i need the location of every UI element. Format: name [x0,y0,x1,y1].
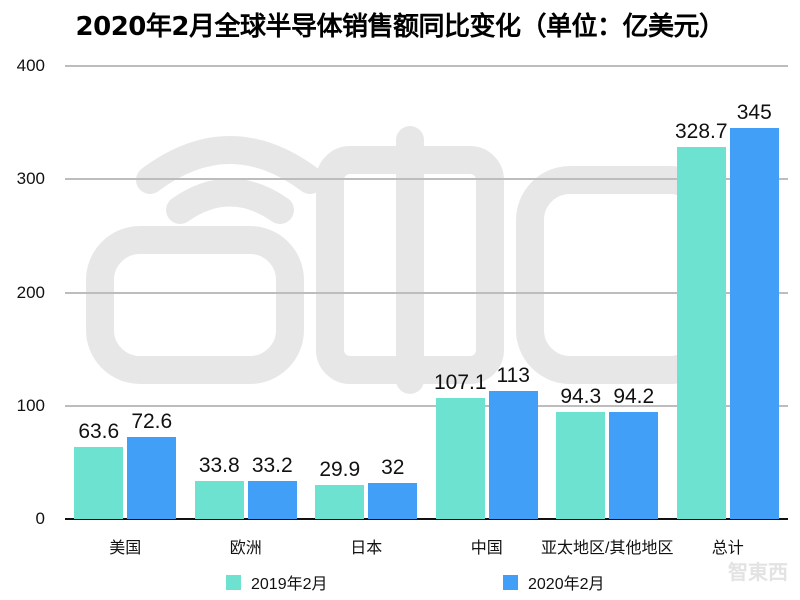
legend-item-2019[interactable]: 2019年2月 [226,570,328,594]
bar-2020[interactable] [368,482,418,519]
x-axis-line [65,518,788,520]
bar-2020[interactable] [729,128,779,519]
value-label: 113 [496,364,530,388]
value-label: 32 [381,455,405,479]
x-category-label: 美国 [109,540,142,557]
value-label: 107.1 [433,370,487,394]
x-category-label: 亚太地区/其他地区 [541,540,674,557]
x-category-label: 总计 [711,540,744,557]
bar-2019[interactable] [435,397,485,519]
value-label: 72.6 [131,409,173,433]
bar-2020[interactable] [247,481,297,519]
value-label: 33.8 [198,453,240,477]
value-label: 94.2 [613,385,655,409]
value-label: 63.6 [78,419,120,443]
legend-swatch-2020 [503,574,518,590]
y-tick-label: 400 [16,56,45,75]
bar-2019[interactable] [676,146,726,519]
gridline [65,291,788,294]
bar-2019[interactable] [74,446,124,519]
bar-2019[interactable] [194,480,244,519]
chart-title: 2020年2月全球半导体销售额同比变化（单位：亿美元） [75,12,725,42]
x-category-label: 中国 [470,540,503,557]
legend-label-2019: 2019年2月 [251,576,328,593]
value-label: 328.7 [674,119,728,143]
legend-label-2020: 2020年2月 [528,576,605,593]
legend-item-2020[interactable]: 2020年2月 [503,570,605,594]
value-label: 94.3 [560,385,602,409]
gridline [65,178,788,181]
y-tick-label: 200 [16,282,45,302]
value-label: 29.9 [319,458,361,482]
value-label: 345 [736,101,772,125]
y-tick-label: 300 [16,169,45,189]
bar-2020[interactable] [609,412,659,519]
plot-area: 63.6 72.6 33.8 33.2 29.9 32 107.1 113 94.3 94.2 32… [65,65,788,520]
y-tick-label: 0 [35,509,45,528]
value-label: 33.2 [251,454,293,478]
y-tick-label: 100 [16,395,45,415]
bar-2020[interactable] [127,436,177,519]
gridline [65,404,788,407]
x-category-label: 日本 [350,540,383,557]
corner-watermark: 智東西 [728,562,788,584]
x-category-label: 欧洲 [229,540,262,557]
bar-2020[interactable] [488,391,538,519]
bar-2019[interactable] [315,485,365,519]
legend-swatch-2019 [226,574,241,590]
bar-2019[interactable] [556,412,606,519]
gridline [65,65,788,67]
